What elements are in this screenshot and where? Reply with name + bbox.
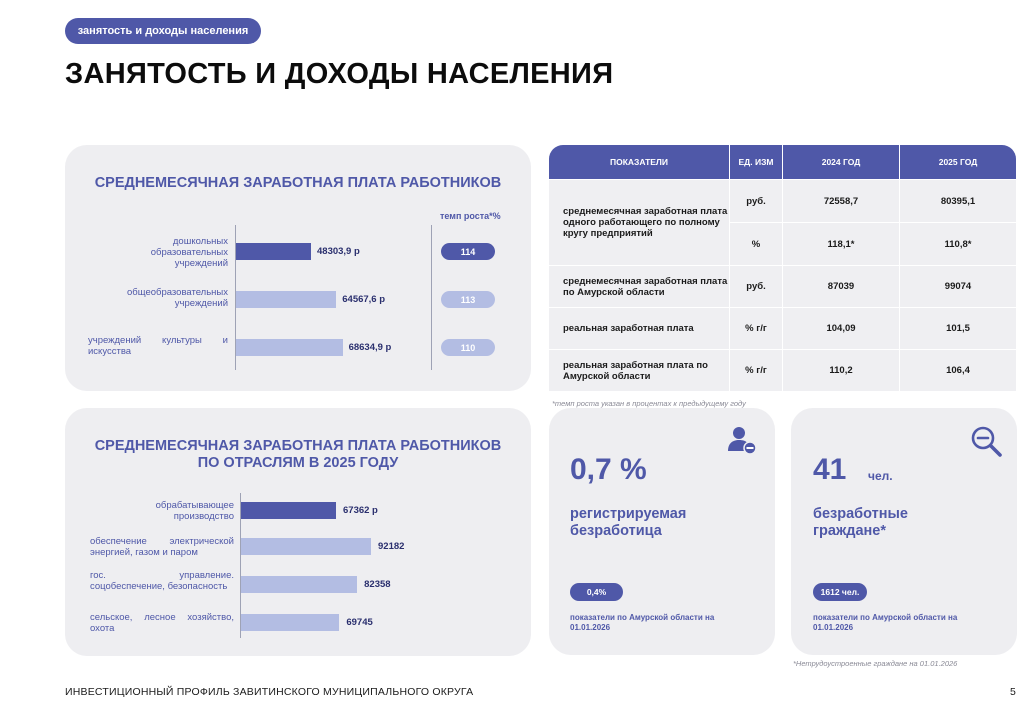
wage-bar [236, 339, 343, 356]
unemployed-card [791, 408, 1017, 655]
rate-header: темп роста*% [440, 211, 501, 221]
table-row-3-2025: 99074 [900, 266, 1016, 307]
industry-bar-label: сельское, лесное хозяйство, охота [90, 612, 234, 634]
wage-chart-axis [235, 225, 236, 370]
industry-bar [241, 614, 340, 631]
table-row-4-unit: % г/г [730, 308, 782, 349]
table-row-2-2024: 118,1* [783, 223, 899, 265]
table-row-4-2024: 104,09 [783, 308, 899, 349]
wage-bar-label: общеобразовательных учреждений [127, 287, 228, 309]
unemployment-value: 0,7 % [570, 453, 647, 486]
rate-pill: 114 [441, 243, 495, 260]
unemployed-region-badge: 1612 чел. [813, 583, 867, 601]
industry-bar-value: 69745 [346, 617, 373, 628]
wage-bar-label: дошкольных образовательных учреждений [150, 236, 228, 269]
unemployed-value: 41 [813, 453, 847, 486]
industry-bar-label: гос. управление. соцобеспечение, безопас… [90, 570, 234, 592]
table-note: *темп роста указан в процентах к предыду… [552, 399, 746, 408]
industry-bar-value: 82358 [364, 579, 391, 590]
table-row-1-unit: руб. [730, 180, 782, 222]
industry-bar-value: 67362 р [343, 505, 378, 516]
industry-bar [241, 538, 371, 555]
unemployment-region-badge: 0,4% [570, 583, 623, 601]
table-row-2-2025: 110,8* [900, 223, 1016, 265]
industry-chart-title: СРЕДНЕМЕСЯЧНАЯ ЗАРАБОТНАЯ ПЛАТА РАБОТНИК… [65, 438, 531, 472]
industry-chart-axis [240, 493, 241, 638]
table-row-1-2025: 80395,1 [900, 180, 1016, 222]
wage-bar-label: учреждений культуры и искусства [88, 335, 228, 357]
user-minus-icon [728, 427, 757, 455]
table-header-2025: 2025 ГОД [900, 145, 1016, 179]
table-row-3-unit: руб. [730, 266, 782, 307]
industry-bar-label: обрабатывающее производство [155, 500, 234, 522]
table-row-5-label: реальная заработная плата по Амурской об… [549, 350, 729, 391]
wage-bar [236, 291, 337, 308]
table-row-4-label: реальная заработная плата [549, 308, 729, 349]
unemployed-region-note: показатели по Амурской области на 01.01.… [813, 613, 958, 632]
table-row-3-2024: 87039 [783, 266, 899, 307]
unemployment-region-note: показатели по Амурской области на 01.01.… [570, 613, 715, 632]
unemployed-label: безработные граждане* [813, 506, 908, 539]
wage-bar [236, 243, 311, 260]
industry-bar-value: 92182 [378, 541, 405, 552]
industry-bar [241, 502, 336, 519]
wage-bar-value: 68634,9 р [348, 342, 392, 353]
section-tag: занятость и доходы населения [65, 18, 261, 44]
unemployed-note: *Нетрудоустроенные граждане на 01.01.202… [793, 659, 958, 668]
page-title: ЗАНЯТОСТЬ И ДОХОДЫ НАСЕЛЕНИЯ [65, 58, 614, 90]
rate-pill: 110 [441, 339, 495, 356]
unemployment-label: регистрируемая безработица [570, 506, 687, 539]
table-header-indicators: ПОКАЗАТЕЛИ [549, 145, 729, 179]
footer-text: ИНВЕСТИЦИОННЫЙ ПРОФИЛЬ ЗАВИТИНСКОГО МУНИ… [65, 686, 474, 698]
table-row-5-2024: 110,2 [783, 350, 899, 391]
table-row-1-label: среднемесячная заработная плата одного р… [549, 180, 729, 265]
wage-bar-value: 48303,9 р [317, 246, 360, 257]
industry-bar-label: обеспечение электрической энергией, газо… [90, 536, 234, 558]
table-row-1-2024: 72558,7 [783, 180, 899, 222]
wage-chart-title: СРЕДНЕМЕСЯЧНАЯ ЗАРАБОТНАЯ ПЛАТА РАБОТНИК… [94, 175, 502, 191]
industry-title-line2: ПО ОТРАСЛЯМ В 2025 ГОДУ [197, 455, 399, 471]
rate-pill: 113 [441, 291, 495, 308]
table-row-2-unit: % [730, 223, 782, 265]
rate-axis [431, 225, 432, 370]
industry-title-line1: СРЕДНЕМЕСЯЧНАЯ ЗАРАБОТНАЯ ПЛАТА РАБОТНИК… [94, 438, 502, 454]
wage-bar-value: 64567,6 р [342, 294, 386, 305]
table-row-3-label: среднемесячная заработная плата по Амурс… [549, 266, 729, 307]
industry-bar [241, 576, 358, 593]
table-header-unit: ЕД. ИЗМ [730, 145, 782, 179]
table-row-5-2025: 106,4 [900, 350, 1016, 391]
unemployed-unit: чел. [868, 469, 893, 483]
page-number: 5 [1010, 686, 1016, 698]
zoom-out-icon [971, 426, 1002, 457]
table-row-4-2025: 101,5 [900, 308, 1016, 349]
table-row-5-unit: % г/г [730, 350, 782, 391]
table-header-2024: 2024 ГОД [783, 145, 899, 179]
